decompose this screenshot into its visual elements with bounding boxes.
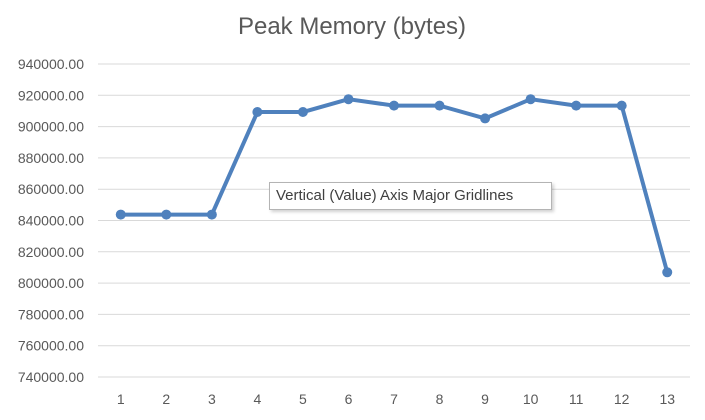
- y-tick-label: 920000.00: [18, 87, 84, 103]
- y-tick-label: 800000.00: [18, 275, 84, 291]
- chart-title: Peak Memory (bytes): [238, 13, 466, 40]
- data-point[interactable]: [389, 100, 399, 111]
- x-tick-label: 5: [299, 391, 307, 407]
- x-tick-label: 4: [253, 391, 261, 407]
- data-point[interactable]: [297, 107, 308, 118]
- x-tick-label: 2: [162, 391, 170, 407]
- x-tick-label: 8: [436, 391, 444, 407]
- data-point[interactable]: [662, 267, 673, 278]
- x-tick-label: 7: [390, 391, 398, 407]
- data-point[interactable]: [616, 100, 627, 111]
- y-tick-label: 740000.00: [18, 369, 84, 385]
- data-point[interactable]: [115, 209, 126, 220]
- y-tick-label: 900000.00: [18, 119, 84, 135]
- x-axis-tick-labels: 1 2 3 4 5 6 7 8 9 10 11 12 13: [117, 391, 675, 407]
- x-tick-label: 6: [345, 391, 353, 407]
- data-point[interactable]: [480, 113, 491, 124]
- x-tick-label: 1: [117, 391, 125, 407]
- y-tick-label: 940000.00: [18, 56, 84, 72]
- y-tick-label: 840000.00: [18, 213, 84, 229]
- data-point[interactable]: [161, 209, 172, 220]
- gridlines-tooltip: Vertical (Value) Axis Major Gridlines: [269, 182, 552, 210]
- x-tick-label: 12: [614, 391, 630, 407]
- x-tick-label: 13: [659, 391, 675, 407]
- data-point[interactable]: [343, 94, 354, 105]
- x-tick-label: 10: [523, 391, 539, 407]
- x-tick-label: 3: [208, 391, 216, 407]
- y-axis-tick-labels: 740000.00 760000.00 780000.00 800000.00 8200…: [18, 56, 84, 385]
- x-tick-label: 11: [569, 391, 584, 407]
- data-point[interactable]: [571, 100, 582, 111]
- data-point[interactable]: [525, 94, 536, 105]
- y-tick-label: 780000.00: [18, 306, 84, 322]
- x-tick-label: 9: [481, 391, 489, 407]
- data-point[interactable]: [206, 209, 217, 220]
- y-tick-label: 760000.00: [18, 338, 84, 354]
- data-series[interactable]: [115, 94, 673, 278]
- y-tick-label: 880000.00: [18, 150, 84, 166]
- gridlines[interactable]: [98, 63, 690, 378]
- data-point[interactable]: [434, 100, 445, 111]
- y-tick-label: 860000.00: [18, 181, 84, 197]
- data-point[interactable]: [252, 107, 263, 118]
- y-tick-label: 820000.00: [18, 244, 84, 260]
